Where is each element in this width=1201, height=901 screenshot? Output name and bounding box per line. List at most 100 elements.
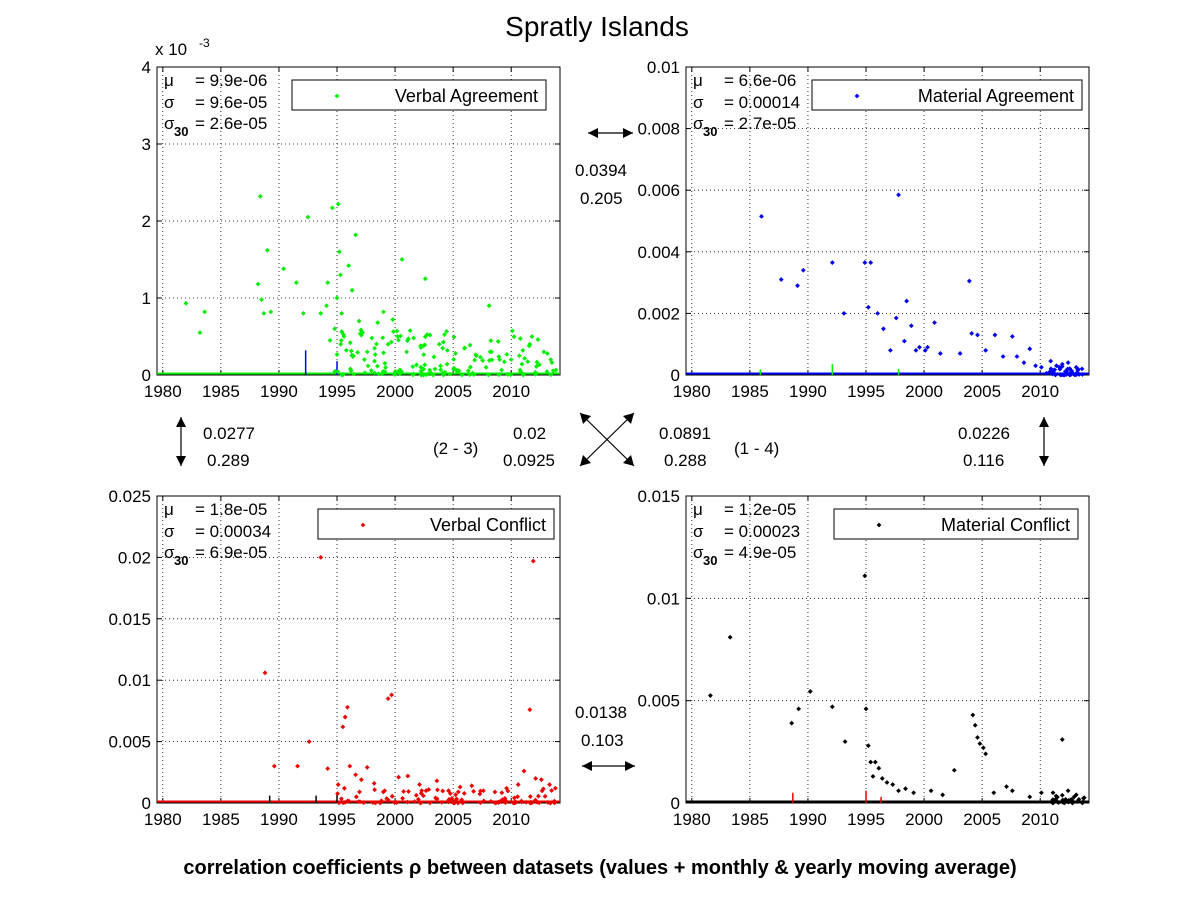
data-point bbox=[382, 360, 388, 366]
data-point bbox=[1080, 372, 1085, 377]
data-point bbox=[438, 367, 444, 373]
data-point bbox=[1054, 363, 1059, 369]
corr-2-4-average: 0.116 bbox=[963, 451, 1004, 470]
data-point bbox=[357, 789, 362, 795]
legend-label: Verbal Agreement bbox=[395, 86, 538, 106]
data-point bbox=[268, 309, 274, 315]
data-point bbox=[400, 795, 405, 801]
data-point bbox=[951, 767, 957, 773]
data-point bbox=[338, 272, 343, 278]
data-point bbox=[1009, 334, 1015, 339]
data-point bbox=[419, 788, 425, 794]
stat-sigma30-subscript: 30 bbox=[703, 553, 717, 568]
data-point bbox=[868, 260, 874, 265]
axes-box bbox=[685, 66, 1090, 376]
data-point bbox=[343, 347, 349, 353]
data-point bbox=[778, 277, 784, 282]
data-point bbox=[350, 354, 356, 359]
data-point bbox=[1043, 370, 1049, 376]
data-point bbox=[504, 785, 509, 791]
panel-material-conflict: 0 0.005 0.01 0.015 1980 1985 1990 1995 2000 2005 2… bbox=[637, 487, 1090, 829]
data-point bbox=[863, 706, 869, 712]
data-point bbox=[262, 670, 268, 676]
data-point bbox=[467, 342, 473, 348]
stat-mu-symbol: μ bbox=[164, 71, 174, 90]
data-point bbox=[413, 792, 419, 798]
data-point bbox=[259, 297, 264, 302]
data-point bbox=[1050, 800, 1056, 806]
data-point bbox=[1063, 372, 1069, 377]
data-point bbox=[972, 722, 978, 728]
data-point bbox=[335, 782, 341, 787]
x-tick-label: 2000 bbox=[905, 382, 943, 401]
x-tick-label: 2010 bbox=[492, 810, 530, 829]
x-tick-label: 2000 bbox=[905, 810, 943, 829]
data-point bbox=[862, 260, 868, 265]
data-point bbox=[305, 214, 311, 220]
data-point bbox=[381, 309, 386, 315]
x-tick-label: 2010 bbox=[1021, 382, 1059, 401]
data-point bbox=[1014, 354, 1020, 359]
y-tick-label: 1 bbox=[142, 289, 151, 308]
data-point bbox=[371, 780, 377, 786]
data-point bbox=[975, 332, 980, 338]
data-point bbox=[1000, 354, 1006, 359]
x-tick-label: 1980 bbox=[673, 382, 711, 401]
data-point bbox=[340, 800, 346, 806]
data-point bbox=[795, 283, 800, 289]
data-point bbox=[548, 372, 554, 378]
data-point bbox=[903, 786, 908, 792]
data-point bbox=[536, 800, 542, 806]
data-point bbox=[449, 796, 455, 801]
data-point bbox=[545, 800, 551, 805]
data-point bbox=[435, 787, 440, 793]
data-point bbox=[975, 735, 980, 740]
data-point bbox=[932, 320, 937, 326]
data-point bbox=[434, 796, 440, 802]
data-point bbox=[501, 359, 507, 365]
data-point bbox=[991, 790, 997, 796]
y-tick-label: 0.015 bbox=[108, 610, 151, 629]
data-point bbox=[865, 743, 871, 749]
data-point bbox=[983, 751, 989, 757]
data-point bbox=[480, 358, 486, 363]
x-tick-label: 1985 bbox=[202, 382, 240, 401]
data-point bbox=[534, 359, 540, 365]
pair-label-2-3: (2 - 3) bbox=[433, 439, 478, 458]
data-point bbox=[374, 341, 379, 347]
data-point bbox=[519, 798, 524, 804]
data-point bbox=[901, 338, 907, 344]
data-point bbox=[928, 788, 934, 794]
legend-marker bbox=[334, 93, 340, 99]
data-point bbox=[478, 800, 483, 806]
stat-mu-value: = 1.8e-05 bbox=[195, 500, 267, 519]
figure-footer: correlation coefficients ρ between datas… bbox=[183, 857, 1016, 879]
legend-marker bbox=[876, 522, 882, 528]
data-point bbox=[533, 369, 538, 375]
data-point bbox=[890, 782, 896, 787]
data-point bbox=[392, 372, 398, 378]
data-point bbox=[1038, 364, 1044, 370]
data-point bbox=[440, 339, 446, 345]
stat-sigma30-subscript: 30 bbox=[703, 124, 717, 139]
data-point bbox=[197, 330, 203, 336]
data-point bbox=[499, 790, 505, 796]
x-tick-label: 1995 bbox=[847, 810, 885, 829]
data-point bbox=[488, 799, 494, 804]
data-point bbox=[1054, 798, 1059, 804]
data-point bbox=[1070, 800, 1075, 806]
data-point bbox=[520, 347, 526, 353]
x-tick-label: 2005 bbox=[963, 810, 1001, 829]
data-point bbox=[451, 334, 457, 340]
arrow-cross bbox=[579, 412, 635, 467]
axes-box bbox=[156, 495, 561, 804]
data-point bbox=[318, 555, 324, 560]
data-point bbox=[380, 335, 386, 341]
stat-sigma30-symbol: σ bbox=[164, 114, 175, 133]
data-point bbox=[255, 281, 261, 287]
y-tick-label: 2 bbox=[142, 212, 151, 231]
data-point bbox=[511, 334, 517, 340]
data-point bbox=[1076, 372, 1082, 377]
data-point bbox=[442, 332, 447, 338]
